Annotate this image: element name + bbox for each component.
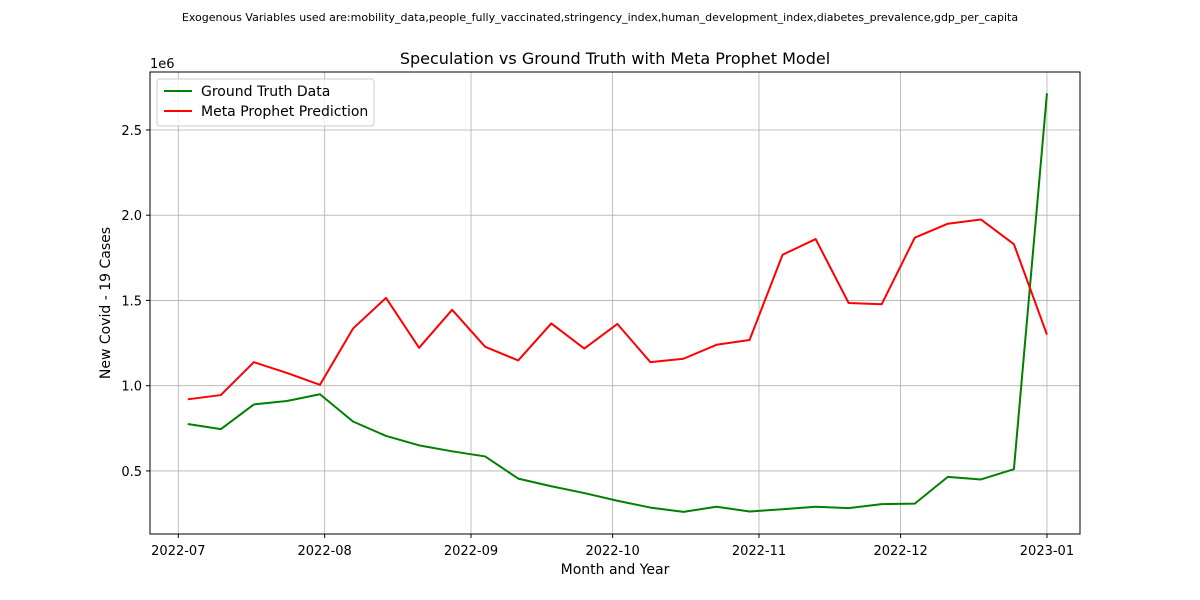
x-tick-label: 2022-08 [298,544,352,559]
legend-label-ground-truth: Ground Truth Data [201,84,330,100]
x-tick-label: 2023-01 [1020,544,1074,559]
legend-box [156,78,375,127]
x-tick-label: 2022-10 [585,544,639,559]
y-tick-label: 2.5 [121,124,142,139]
tick-layer: 2022-07 2022-08 2022-09 2022-10 2022-11 2022-… [121,124,1074,559]
x-tick-label: 2022-11 [732,544,786,559]
series-line-ground-truth [187,93,1048,513]
x-tick-label: 2022-07 [151,544,205,559]
chart-title: Speculation vs Ground Truth with Meta Pr… [400,49,830,68]
x-axis-label: Month and Year [561,562,670,578]
y-offset-text: 1e6 [150,57,175,72]
grid-layer [150,72,1080,534]
x-tick-label: 2022-09 [444,544,498,559]
legend-label-prediction: Meta Prophet Prediction [201,104,368,120]
y-tick-label: 1.0 [121,380,142,395]
legend: Ground Truth Data Meta Prophet Predictio… [156,78,375,127]
y-tick-label: 0.5 [121,465,142,480]
plot-frame [149,71,1081,535]
chart-suptitle: Exogenous Variables used are:mobility_da… [182,11,1018,24]
y-tick-label: 2.0 [121,209,142,224]
series-layer [187,93,1048,513]
y-axis-label: New Covid - 19 Cases [98,227,114,379]
y-tick-label: 1.5 [121,294,142,309]
series-line-prediction [187,218,1048,401]
x-tick-label: 2022-12 [873,544,927,559]
